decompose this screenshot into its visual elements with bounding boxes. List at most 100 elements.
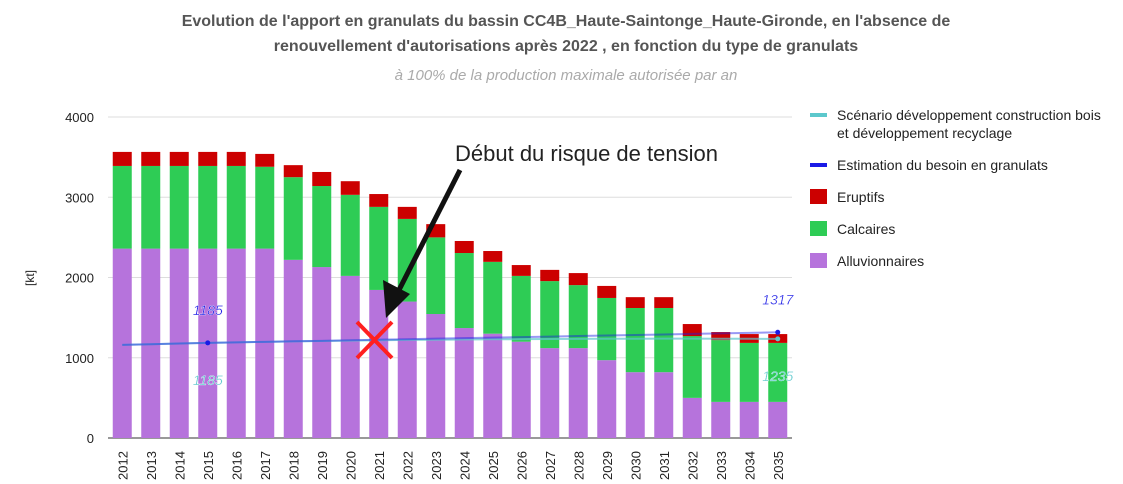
bar [198, 165, 218, 249]
bar [369, 206, 389, 290]
data-label: 1235 [762, 368, 793, 384]
bar [454, 253, 474, 329]
bar [568, 285, 588, 349]
bar [283, 165, 303, 178]
bar [397, 301, 417, 438]
x-tick-label: 2018 [286, 451, 301, 480]
x-tick-label: 2032 [685, 451, 700, 480]
bar [739, 342, 759, 402]
tension-cross [355, 320, 394, 360]
legend-item: Estimation du besoin en granulats [806, 156, 1116, 174]
bar [483, 251, 503, 262]
x-tick-label: 2033 [714, 451, 729, 480]
bar [511, 275, 531, 342]
bar [112, 151, 132, 166]
bar [682, 336, 702, 398]
bar [255, 153, 275, 167]
x-tick-label: 2016 [229, 451, 244, 480]
x-tick-label: 2030 [628, 451, 643, 480]
bar [255, 248, 275, 438]
bar [568, 273, 588, 286]
legend-swatch [810, 163, 827, 167]
legend-item: Alluvionnaires [806, 252, 1116, 270]
bar [312, 186, 332, 268]
line-series [122, 337, 778, 346]
bar [454, 240, 474, 254]
bar [340, 181, 360, 195]
data-label: 1185 [193, 372, 223, 388]
x-tick-label: 2020 [343, 451, 358, 480]
y-tick-label: 1000 [65, 351, 94, 366]
bar [597, 285, 617, 298]
bar [340, 194, 360, 276]
point [775, 329, 781, 335]
legend-label: Eruptifs [837, 189, 885, 205]
bar [255, 166, 275, 249]
bar [426, 237, 446, 315]
x-tick-label: 2028 [571, 451, 586, 480]
point [205, 340, 211, 346]
bar [397, 206, 417, 219]
bar [768, 342, 788, 402]
x-tick-label: 2012 [115, 451, 130, 480]
y-axis-label: [kt] [23, 270, 37, 286]
bar [511, 341, 531, 438]
bar [369, 194, 389, 207]
x-tick-label: 2014 [172, 451, 187, 480]
chart-subtitle: à 100% de la production maximale autoris… [395, 67, 738, 84]
legend-label: Alluvionnaires [837, 253, 925, 269]
y-tick-label: 4000 [65, 110, 94, 125]
x-tick-label: 2023 [429, 451, 444, 480]
bar [768, 401, 788, 438]
bar [711, 401, 731, 438]
legend-label: Calcaires [837, 221, 896, 237]
bar [198, 151, 218, 166]
x-tick-label: 2024 [457, 451, 472, 480]
bar [226, 165, 246, 249]
bar [340, 275, 360, 438]
bar [654, 297, 674, 308]
legend-item: Scénario développement construction bois… [806, 106, 1116, 142]
bar [654, 372, 674, 438]
bar [568, 348, 588, 438]
bar [711, 340, 731, 402]
legend-swatch [810, 113, 827, 117]
legend-swatch [810, 189, 827, 204]
bar [112, 165, 132, 249]
bar [625, 372, 645, 438]
bar [369, 289, 389, 438]
bar [540, 269, 560, 282]
bar [597, 297, 617, 361]
chart-title: renouvellement d'autorisations après 202… [274, 38, 858, 55]
legend-swatch [810, 253, 827, 268]
x-tick-label: 2034 [742, 451, 757, 480]
bar [141, 165, 161, 249]
bar [312, 267, 332, 438]
x-tick-label: 2022 [400, 451, 415, 480]
bar [654, 307, 674, 373]
x-tick-label: 2019 [315, 451, 330, 480]
y-tick-label: 3000 [65, 190, 94, 205]
x-tick-label: 2035 [771, 451, 786, 480]
annotation: Début du risque de tension [455, 141, 718, 166]
bar [169, 165, 189, 249]
annotation-arrow [395, 168, 463, 294]
point [775, 336, 781, 342]
x-tick-label: 2013 [144, 451, 159, 480]
bar [483, 333, 503, 438]
legend-item: Calcaires [806, 220, 1116, 238]
legend-item: Eruptifs [806, 188, 1116, 206]
chart-title: Evolution de l'apport en granulats du ba… [182, 13, 951, 30]
y-tick-label: 2000 [65, 271, 94, 286]
bar [625, 297, 645, 308]
legend: Scénario développement construction bois… [806, 106, 1116, 284]
x-tick-label: 2017 [258, 451, 273, 480]
bar [312, 171, 332, 187]
bar [540, 348, 560, 438]
data-label: 1185 [193, 302, 223, 318]
y-tick-label: 0 [87, 431, 94, 446]
bar [711, 332, 731, 341]
bar [682, 397, 702, 438]
